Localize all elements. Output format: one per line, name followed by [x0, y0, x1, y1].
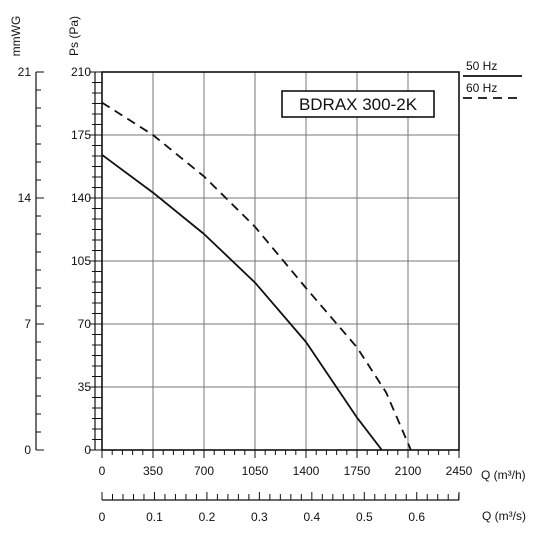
chart-title-box	[281, 90, 435, 118]
curve-60-hz	[101, 101, 412, 451]
curves	[101, 101, 412, 451]
ps-tick-label: 175	[71, 128, 91, 142]
legend-label: 60 Hz	[466, 81, 497, 95]
q-tick-label: 2100	[395, 464, 422, 478]
mmwg-tick-label: 21	[18, 65, 32, 79]
ps-tick-label: 70	[78, 317, 92, 331]
q2-tick-label: 0.3	[251, 510, 268, 524]
q2-tick-label: 0.2	[199, 510, 216, 524]
ps-tick-label: 35	[78, 380, 92, 394]
legend-label: 50 Hz	[466, 59, 497, 73]
q-tick-label: 1400	[293, 464, 320, 478]
x2-axis-label: Q (m³/s)	[482, 509, 526, 523]
q2-tick-label: 0.4	[303, 510, 320, 524]
grid	[102, 72, 459, 450]
q2-tick-label: 0.1	[146, 510, 163, 524]
y-axis-label: Ps (Pa)	[67, 16, 81, 56]
chart-title: BDRAX 300-2K	[299, 95, 418, 114]
ps-tick-label: 0	[84, 443, 91, 457]
q2-tick-label: 0	[99, 510, 106, 524]
mmwg-axis-label: mmWG	[9, 16, 23, 57]
q2-tick-label: 0.5	[356, 510, 373, 524]
x-axis-label: Q (m³/h)	[481, 468, 526, 482]
ps-tick-label: 210	[71, 65, 91, 79]
q-tick-label: 0	[99, 464, 106, 478]
mmwg-tick-label: 0	[24, 443, 31, 457]
q-tick-label: 700	[194, 464, 214, 478]
curve-50-hz	[101, 154, 383, 451]
mmwg-tick-label: 14	[18, 191, 32, 205]
ps-tick-label: 105	[71, 254, 91, 268]
q2-tick-label: 0.6	[408, 510, 425, 524]
q-tick-label: 350	[143, 464, 163, 478]
q-tick-label: 1750	[344, 464, 371, 478]
q-tick-label: 2450	[446, 464, 473, 478]
mmwg-tick-label: 7	[24, 317, 31, 331]
ps-tick-label: 140	[71, 191, 91, 205]
q-tick-label: 1050	[242, 464, 269, 478]
legend: 50 Hz 60 Hz	[463, 59, 522, 99]
